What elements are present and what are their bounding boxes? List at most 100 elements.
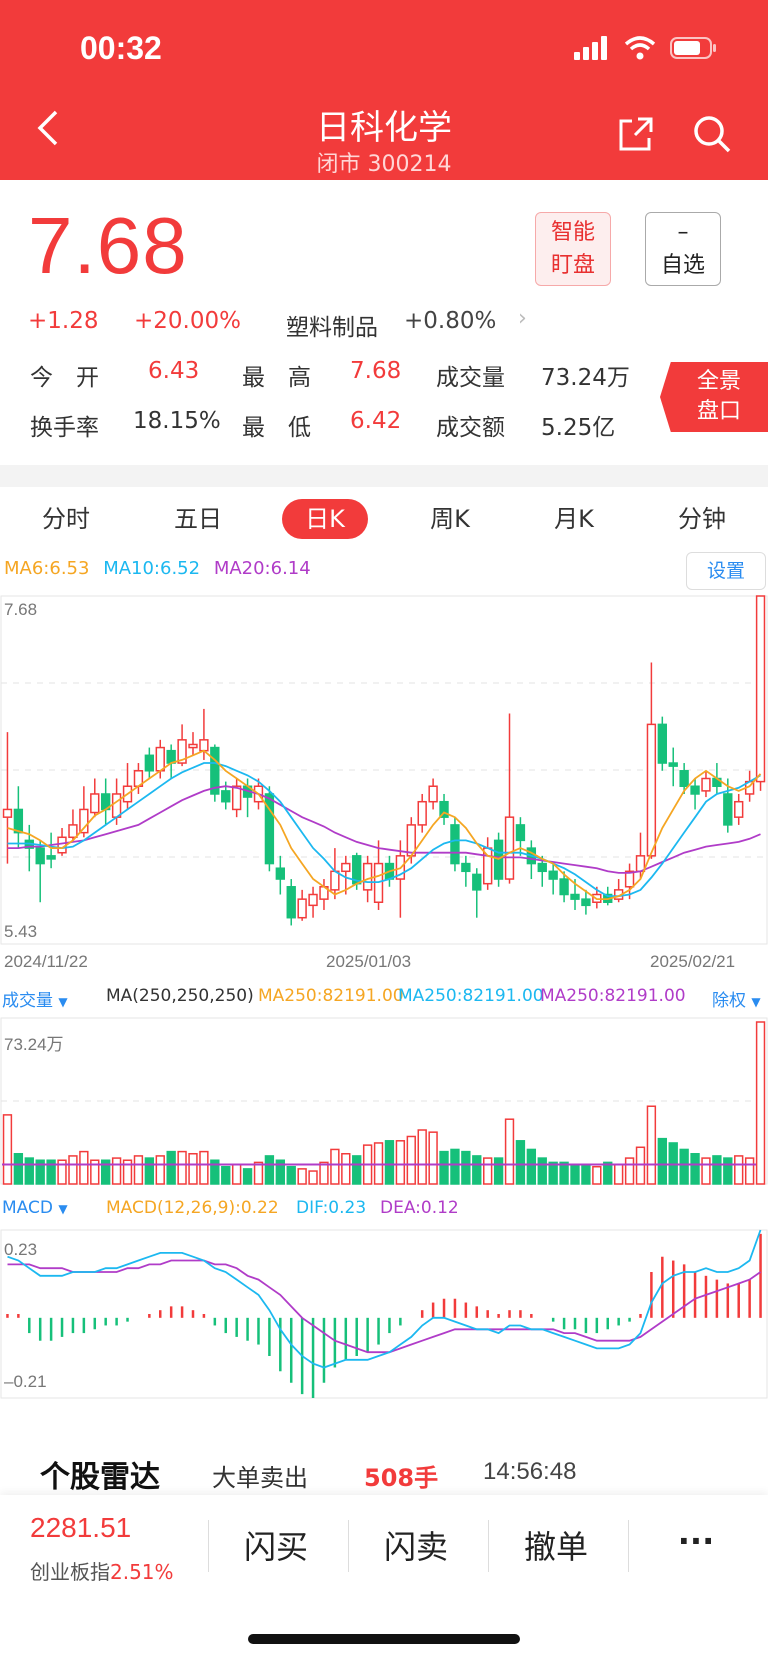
dropdown-triangle-icon: ▼ <box>58 995 68 1009</box>
volume-params: MA(250,250,250) <box>106 986 254 1006</box>
page-subtitle: 闭市 300214 <box>316 152 452 177</box>
volume-bar <box>581 1163 591 1185</box>
stock-radar-panel[interactable] <box>0 1400 768 1495</box>
macd-panel-frame <box>0 1229 768 1399</box>
dropdown-triangle-icon: ▼ <box>58 1202 68 1216</box>
volume-bar <box>264 1155 275 1185</box>
candle <box>570 893 580 900</box>
volume-bar <box>177 1150 187 1185</box>
radar-amount: 508手 <box>364 1464 439 1492</box>
tab-daily-k[interactable]: 日K <box>282 499 368 539</box>
volume-bar <box>24 1157 34 1185</box>
candle <box>439 800 449 818</box>
volume-bar <box>13 1153 24 1185</box>
panorama-line1: 全景 <box>696 369 741 394</box>
volume-bar <box>133 1155 144 1185</box>
candle <box>297 898 307 919</box>
volume-bar <box>79 1150 89 1185</box>
settings-button[interactable]: 设置 <box>686 552 766 590</box>
candle <box>635 855 646 873</box>
volume-ma-a: MA250:82191.00 <box>258 986 404 1006</box>
macd-params: MACD(12,26,9):0.22 <box>106 1198 279 1218</box>
amount-label: 成交额 <box>436 415 505 441</box>
candle <box>668 762 678 767</box>
smart-watch-line1: 智能 <box>550 220 595 245</box>
back-arrow-icon[interactable] <box>30 108 70 148</box>
share-icon[interactable] <box>618 116 654 152</box>
add-favorite-button[interactable]: – 自选 <box>645 212 721 286</box>
y-axis-bottom-label: 5.43 <box>4 922 38 941</box>
candle <box>624 870 635 888</box>
separator <box>348 1520 349 1572</box>
chevron-right-icon[interactable]: › <box>518 306 527 331</box>
volume-bar <box>472 1155 482 1185</box>
volume-indicator-select[interactable]: 成交量 ▼ <box>2 986 68 1011</box>
candle <box>723 793 733 826</box>
volume-bar <box>646 1105 657 1185</box>
volume-bar <box>592 1165 602 1185</box>
candle <box>755 595 766 783</box>
panorama-button[interactable]: 全景 盘口 <box>660 362 768 432</box>
candle <box>450 824 460 865</box>
x-axis-label-start: 2024/11/22 <box>4 952 88 971</box>
tab-timeshare[interactable]: 分时 <box>42 505 90 533</box>
x-axis-label-end: 2025/02/21 <box>650 952 736 971</box>
candle <box>144 754 155 772</box>
home-indicator[interactable] <box>248 1634 520 1644</box>
volume-bar <box>352 1155 362 1185</box>
candle <box>537 862 547 873</box>
stock-charts[interactable] <box>0 594 768 1400</box>
dif-line <box>7 1229 762 1369</box>
volume-bar <box>657 1137 667 1185</box>
high-label: 最 高 <box>242 365 311 391</box>
volume-bar <box>90 1159 100 1185</box>
sector-name[interactable]: 塑料制品 <box>286 315 378 341</box>
tab-monthly-k[interactable]: 月K <box>554 505 594 533</box>
candle <box>155 746 165 772</box>
candle <box>79 808 89 834</box>
sector-change[interactable]: +0.80% <box>404 308 497 334</box>
radar-time: 14:56:48 <box>483 1458 577 1485</box>
separator <box>628 1520 629 1572</box>
tab-five-day[interactable]: 五日 <box>174 505 222 533</box>
volume-bar <box>308 1170 318 1185</box>
more-icon[interactable]: ··· <box>677 1522 715 1560</box>
search-icon[interactable] <box>692 114 732 154</box>
index-value[interactable]: 2281.51 <box>30 1512 132 1543</box>
candle <box>461 862 471 873</box>
app-header: 00:32 日科化学 闭市 300214 <box>0 0 768 180</box>
candle <box>559 878 569 896</box>
candle <box>188 743 198 749</box>
flash-sell-button[interactable]: 闪卖 <box>383 1528 448 1566</box>
macd-indicator-select[interactable]: MACD ▼ <box>2 1198 68 1218</box>
section-divider <box>0 465 768 487</box>
dropdown-triangle-icon: ▼ <box>751 995 761 1009</box>
index-change: 2.51% <box>110 1560 174 1584</box>
volume-ma-c: MA250:82191.00 <box>540 986 686 1006</box>
flash-buy-button[interactable]: 闪买 <box>243 1528 308 1566</box>
dea-line <box>7 1259 762 1354</box>
tab-weekly-k[interactable]: 周K <box>430 505 470 533</box>
candle <box>472 873 482 891</box>
volume-bar <box>286 1165 296 1185</box>
adjust-rights-select[interactable]: 除权 ▼ <box>712 986 761 1011</box>
volume-bar <box>450 1148 460 1185</box>
cancel-order-button[interactable]: 撤单 <box>523 1528 588 1566</box>
index-name[interactable]: 创业板指2.51% <box>30 1556 174 1585</box>
tab-minute[interactable]: 分钟 <box>678 505 726 533</box>
candle <box>417 800 427 826</box>
volume-bar <box>515 1140 526 1185</box>
volume-bar <box>188 1153 198 1185</box>
volume-bar <box>253 1161 264 1185</box>
smart-watch-button[interactable]: 智能 盯盘 <box>535 212 611 286</box>
volume-bar <box>144 1157 155 1185</box>
open-label: 今 开 <box>30 365 99 391</box>
radar-title: 个股雷达 <box>40 1460 160 1495</box>
volume-bar <box>417 1129 427 1185</box>
candle <box>2 808 13 818</box>
candle <box>275 867 285 880</box>
price-change: +1.28 <box>28 308 99 334</box>
chart-tabs: 分时 五日 日K 周K 月K 分钟 <box>0 487 768 549</box>
volume-bar <box>461 1150 471 1185</box>
wifi-icon <box>624 36 656 60</box>
